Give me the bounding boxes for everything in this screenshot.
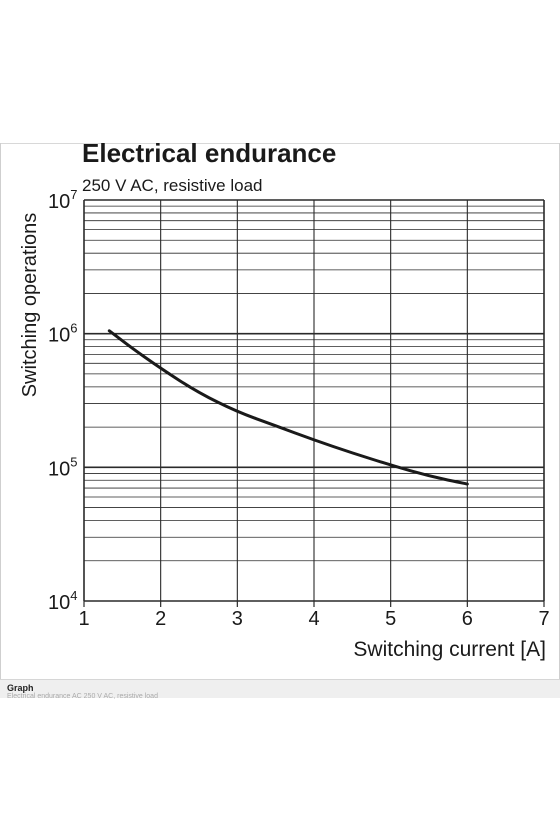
caption-subtitle: Electrical endurance AC 250 V AC, resist… [7,693,158,700]
x-tick-label: 1 [78,608,89,630]
x-tick-label: 7 [538,608,549,630]
endurance-curve [107,329,469,486]
tick-labels: 1 2 3 4 5 6 7 104 105 106 107 [48,187,550,630]
x-axis-label: Switching current [A] [353,638,546,661]
y-axis-label: Switching operations [19,213,41,398]
x-tick-label: 5 [385,608,396,630]
frame-left-border [0,143,1,683]
x-tick-label: 2 [155,608,166,630]
y-tick-label: 107 [48,187,77,213]
x-tick-label: 4 [308,608,319,630]
caption-bar: Graph [0,679,560,698]
y-tick-label: 106 [48,321,77,347]
frame-top-border [0,143,560,144]
plot-area [107,329,469,486]
chart-subtitle: 250 V AC, resistive load [82,176,262,195]
y-tick-label: 104 [48,588,77,614]
y-tick-label: 105 [48,454,77,480]
x-tick-label: 3 [232,608,243,630]
grid [83,199,545,607]
caption-title: Graph [7,683,34,693]
chart-title: Electrical endurance [82,138,336,168]
x-tick-label: 6 [462,608,473,630]
